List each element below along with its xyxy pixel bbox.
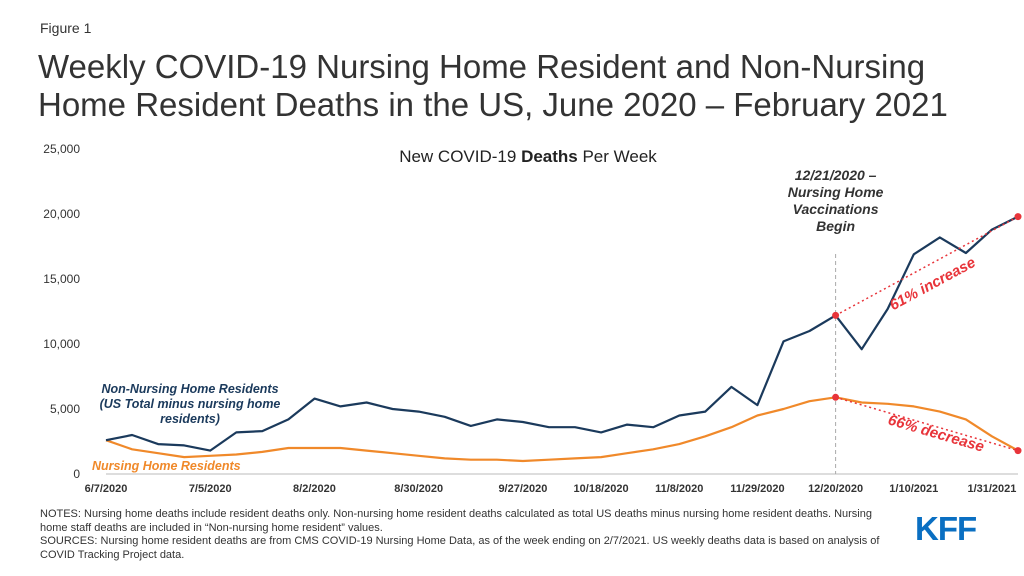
vaccination-event-marker: 12/21/2020 – Nursing Home Vaccinations Begi… (788, 167, 884, 474)
notes-text: NOTES: Nursing home deaths include resid… (40, 508, 872, 534)
x-tick-label: 12/20/2020 (808, 483, 863, 495)
y-tick-label: 25,000 (43, 142, 80, 156)
y-tick-label: 10,000 (43, 337, 80, 351)
nursing-home-label: Nursing Home Residents (92, 459, 241, 473)
increase-endpoint (1014, 213, 1022, 221)
event-label-line: Vaccinations (793, 201, 879, 217)
event-label-line: Begin (816, 218, 855, 234)
subtitle-bold: Deaths (521, 147, 578, 166)
non-nursing-home-line (105, 215, 1019, 452)
x-tick-label: 11/29/2020 (730, 483, 784, 495)
non-nursing-home-label-line: residents) (160, 412, 220, 426)
x-tick-label: 8/2/2020 (293, 483, 336, 495)
notes-block: NOTES: Nursing home deaths include resid… (40, 508, 890, 562)
decrease-endpoint (832, 393, 840, 401)
kff-logo: KFF (915, 510, 977, 547)
x-tick-label: 6/7/2020 (85, 483, 128, 495)
non-nursing-home-label: Non-Nursing Home Residents (US Total minu… (100, 382, 281, 426)
event-label-line: 12/21/2020 – (795, 167, 877, 183)
x-tick-label: 1/10/2021 (889, 483, 938, 495)
figure-label: Figure 1 (40, 20, 92, 36)
y-tick-label: 0 (73, 467, 80, 481)
nursing-home-line (105, 396, 1019, 463)
x-tick-label: 1/31/2021 (967, 483, 1016, 495)
chart-title: Weekly COVID-19 Nursing Home Resident an… (38, 48, 948, 123)
series-labels: Non-Nursing Home Residents (US Total minu… (92, 382, 280, 473)
y-tick-label: 5,000 (50, 402, 80, 416)
subtitle-pre: New COVID-19 (399, 147, 521, 166)
increase-endpoint (832, 311, 840, 319)
decrease-label: 66% decrease (886, 412, 986, 456)
event-label-line: Nursing Home (788, 184, 884, 200)
y-tick-label: 20,000 (43, 207, 80, 221)
x-tick-label: 9/27/2020 (498, 483, 547, 495)
x-tick-label: 11/8/2020 (655, 483, 703, 495)
non-nursing-home-label-line: Non-Nursing Home Residents (101, 382, 278, 396)
increase-trend-line (835, 215, 1019, 317)
event-label: 12/21/2020 – Nursing Home Vaccinations Begi… (788, 167, 884, 234)
series-lines (105, 215, 1019, 463)
y-tick-label: 15,000 (43, 272, 80, 286)
x-tick-label: 10/18/2020 (574, 483, 629, 495)
chart-subtitle: New COVID-19 Deaths Per Week (399, 147, 657, 166)
decrease-trend-line (835, 396, 1019, 452)
line-chart: New COVID-19 Deaths Per Week 0 5,000 10,00… (43, 142, 1022, 495)
decrease-endpoint (1014, 447, 1022, 455)
non-nursing-home-label-line: (US Total minus nursing home (100, 397, 281, 411)
x-tick-label: 8/30/2020 (394, 483, 443, 495)
subtitle-post: Per Week (578, 147, 658, 166)
x-axis: 6/7/2020 7/5/2020 8/2/2020 8/30/2020 9/27/20… (85, 473, 1018, 495)
x-tick-label: 7/5/2020 (189, 483, 232, 495)
sources-text: SOURCES: Nursing home resident deaths ar… (40, 535, 880, 561)
y-axis: 0 5,000 10,000 15,000 20,000 25,000 (43, 142, 80, 481)
